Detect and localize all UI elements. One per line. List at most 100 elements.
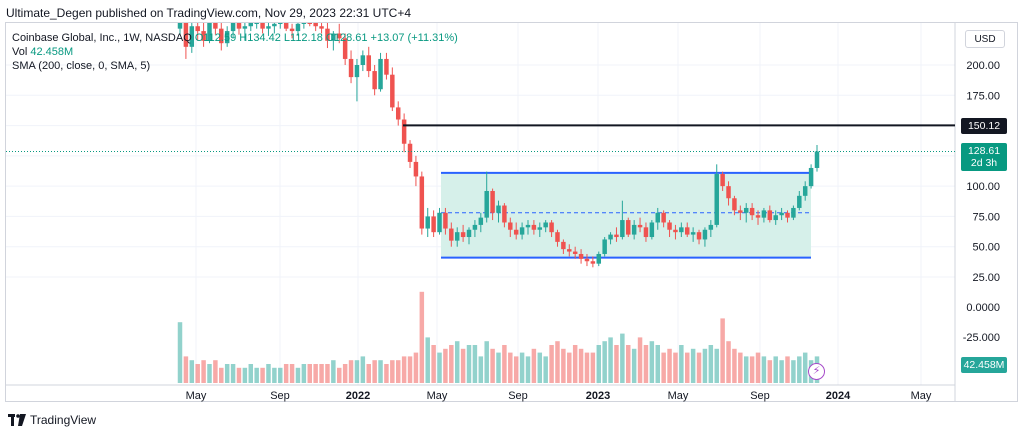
candle-body xyxy=(779,212,784,216)
volume-bar xyxy=(183,356,189,383)
candle-body xyxy=(337,33,342,39)
candle-body xyxy=(802,186,808,196)
candle-body xyxy=(189,26,195,47)
candle-body xyxy=(219,28,224,44)
volume-bar xyxy=(354,360,360,383)
tradingview-logo-icon xyxy=(8,414,26,426)
candle-body xyxy=(519,227,525,235)
volume-bar xyxy=(449,345,454,383)
volume-bar xyxy=(590,352,596,383)
volume-bar xyxy=(708,345,714,383)
candle-body xyxy=(195,26,200,32)
volume-bar xyxy=(702,348,708,383)
chart-frame xyxy=(5,22,1018,402)
candle-body xyxy=(177,23,183,29)
volume-bar xyxy=(755,352,761,383)
last-price-tag: 128.61 2d 3h xyxy=(961,143,1007,171)
volume-bar xyxy=(549,345,554,383)
volume-bar xyxy=(732,348,737,383)
candle-body xyxy=(307,23,313,24)
volume-bar xyxy=(714,348,719,383)
candle-body xyxy=(431,216,436,233)
candle-body xyxy=(791,207,796,218)
volume-bar xyxy=(313,364,318,383)
currency-button[interactable]: USD xyxy=(965,30,1005,48)
candle-body xyxy=(531,224,537,230)
candle-body xyxy=(726,186,731,199)
candle-body xyxy=(366,55,371,72)
volume-bar xyxy=(207,364,212,383)
volume-bar xyxy=(431,345,436,383)
symbol-title: Coinbase Global, Inc., 1W, NASDAQ xyxy=(12,32,192,44)
volume-bar xyxy=(614,345,619,383)
candle-body xyxy=(684,227,690,235)
volume-bar xyxy=(248,364,254,383)
volume-bar xyxy=(749,356,755,383)
volume-bar xyxy=(390,360,395,383)
candle-body xyxy=(449,228,454,241)
volume-bar xyxy=(201,360,206,383)
volume-bar xyxy=(502,345,507,383)
volume-bar xyxy=(378,360,383,383)
candle-body xyxy=(348,58,354,78)
candle-body xyxy=(419,176,425,229)
candle-body xyxy=(655,212,660,223)
volume-bar xyxy=(785,356,790,383)
price-tick-label: 100.00 xyxy=(966,181,1000,193)
candle-body xyxy=(620,220,625,238)
lightning-icon[interactable]: ⚡ xyxy=(808,363,825,380)
volume-bar xyxy=(484,341,489,383)
volume-bar xyxy=(219,367,224,383)
range-box-fill xyxy=(441,172,811,258)
candle-body xyxy=(325,28,330,41)
candle-body xyxy=(673,229,678,233)
chart-legend: Coinbase Global, Inc., 1W, NASDAQ O112.5… xyxy=(12,31,458,73)
candle-body xyxy=(667,222,672,230)
candle-body xyxy=(508,222,513,230)
time-tick-label: 2024 xyxy=(826,390,851,402)
candle-body xyxy=(301,23,307,24)
candle-body xyxy=(390,74,395,108)
candle-body xyxy=(743,207,749,213)
volume-bar xyxy=(673,352,678,383)
candle-body xyxy=(773,215,778,221)
volume-bar xyxy=(413,352,419,383)
candle-body xyxy=(679,227,684,233)
volume-bar xyxy=(561,348,566,383)
vol-label: Vol xyxy=(12,46,28,58)
volume-bar xyxy=(454,341,460,383)
volume-bar xyxy=(443,348,448,383)
volume-bar xyxy=(260,367,265,383)
price-tick-label: 25.00 xyxy=(972,272,1000,284)
volume-bar xyxy=(342,364,348,383)
volume-bar xyxy=(773,356,778,383)
candle-body xyxy=(342,38,348,59)
candle-body xyxy=(425,216,430,229)
candle-body xyxy=(631,224,637,235)
candle-body xyxy=(248,23,254,27)
volume-bar xyxy=(649,341,655,383)
footer-brand[interactable]: TradingView xyxy=(8,413,96,427)
sma-label: SMA (200, close, 0, SMA, 5) xyxy=(12,60,151,72)
candle-body xyxy=(549,222,554,233)
volume-bar xyxy=(643,345,649,383)
candles xyxy=(177,23,820,268)
candle-body xyxy=(732,198,737,211)
candle-body xyxy=(608,234,613,240)
candle-body xyxy=(454,232,460,241)
volume-bar xyxy=(519,352,525,383)
candle-body xyxy=(696,232,702,240)
candle-body xyxy=(496,205,501,213)
volume-bar xyxy=(802,352,808,383)
candle-body xyxy=(472,224,478,230)
candle-body xyxy=(543,222,548,228)
volume-bar xyxy=(272,367,277,383)
volume-bar xyxy=(555,341,560,383)
volume-bar xyxy=(407,356,413,383)
volume-bar xyxy=(631,348,637,383)
candle-body xyxy=(224,31,230,44)
candle-body xyxy=(207,23,212,41)
volume-bar xyxy=(419,291,425,383)
resistance-tag: 150.12 xyxy=(961,118,1007,134)
